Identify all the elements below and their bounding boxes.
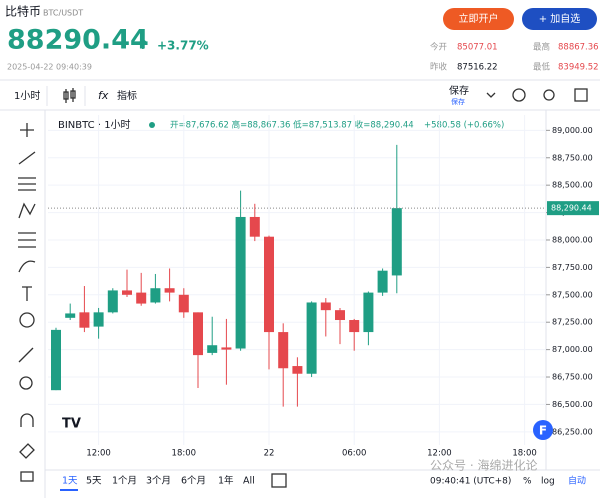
save-status: 保存 (451, 97, 465, 106)
range-button[interactable]: 5天 (86, 476, 102, 487)
symbol: BINBTC · 1小时 (58, 119, 131, 131)
status-dot (149, 122, 155, 128)
x-tick-label: 06:00 (342, 449, 367, 459)
candle-body (136, 292, 147, 304)
candle-body (107, 290, 118, 313)
y-tick-label: 87,750.00 (552, 263, 593, 272)
stat-value: 88867.36 (558, 43, 599, 53)
y-tick-label: 86,750.00 (552, 373, 593, 382)
drawing-tools[interactable] (18, 123, 36, 482)
y-tick-label: 87,000.00 (552, 345, 593, 354)
calendar-icon[interactable] (271, 473, 287, 488)
stat-label: 昨收 (430, 62, 448, 73)
save[interactable]: 保存 (449, 84, 469, 97)
candle-body (335, 310, 345, 321)
candle-body (249, 216, 260, 237)
candle-body (164, 288, 175, 293)
candle-body (122, 290, 132, 295)
candle-body (363, 292, 374, 333)
settings-icon[interactable] (543, 89, 555, 101)
clock: 09:40:41 (UTC+8) (430, 477, 511, 487)
y-tick-label: 88,000.00 (552, 235, 593, 244)
dropdown-icon[interactable] (486, 92, 496, 98)
asset-name: 比特币 (5, 4, 41, 19)
candle-body (264, 236, 274, 333)
tv-logo: TV (62, 417, 81, 432)
y-tick-label: 87,500.00 (552, 290, 593, 299)
x-tick-label: 18:00 (512, 449, 537, 459)
candle-body (51, 329, 61, 391)
price: 88290.44 (7, 25, 149, 56)
change: +3.77% (157, 39, 209, 53)
candle-body (306, 302, 317, 374)
ohlc-legend: 开=87,676.62 高=88,867.36 低=87,513.87 收=88… (170, 120, 414, 131)
candle-body (292, 366, 303, 374)
candle-body (193, 312, 203, 356)
snapshot-icon[interactable] (512, 88, 526, 102)
f-logo[interactable] (533, 420, 553, 440)
watermark: 公众号 · 海绵进化论 (430, 458, 537, 473)
candle-body (178, 294, 189, 313)
range-button[interactable]: All (243, 476, 255, 487)
stat-label: 最高 (533, 42, 550, 53)
candle-body (221, 347, 232, 350)
range-button[interactable]: 1年 (218, 475, 234, 487)
interval[interactable]: 1小时 (14, 90, 40, 102)
f-logo-text: F (539, 424, 547, 438)
candle-body (278, 332, 289, 369)
range-button[interactable]: 1天 (62, 476, 78, 487)
stat-label: 今开 (430, 42, 448, 53)
last-price-box (547, 201, 599, 216)
watchlist-button[interactable] (522, 8, 597, 30)
y-tick-label: 86,500.00 (552, 400, 593, 409)
last-price-label: 88,290.44 (551, 204, 592, 213)
open-account-button[interactable] (443, 8, 514, 30)
stat-value: 87516.22 (457, 63, 498, 73)
log-toggle[interactable]: log (541, 477, 555, 487)
range-button[interactable]: 3个月 (146, 476, 171, 487)
candle-body (235, 216, 246, 349)
candle-body (65, 313, 76, 318)
open-account-label[interactable]: 立即开户 (459, 12, 499, 25)
y-tick-label: 88,500.00 (552, 181, 593, 190)
stat-value: 85077.01 (457, 43, 498, 53)
arrow: ↑ (137, 37, 149, 53)
y-tick-label: 87,250.00 (552, 318, 593, 327)
change-legend: +580.58 (+0.66%) (424, 121, 504, 131)
range-button[interactable]: 1个月 (112, 476, 137, 487)
pair: BTC/USDT (43, 9, 83, 18)
candle-body (207, 345, 218, 353)
auto-toggle[interactable]: 自动 (568, 475, 586, 487)
range-button[interactable]: 6个月 (181, 476, 206, 487)
x-tick-label: 22 (264, 449, 275, 459)
y-tick-label: 89,000.00 (552, 126, 593, 135)
stat-value: 83949.52 (558, 63, 599, 73)
candle-body (377, 270, 388, 293)
candle-body (150, 288, 161, 303)
x-tick-label: 12:00 (427, 449, 452, 459)
x-tick-label: 18:00 (172, 449, 197, 459)
percent-toggle[interactable]: % (523, 477, 532, 487)
y-tick-label: 86,250.00 (552, 427, 593, 436)
y-tick-label: 88,750.00 (552, 153, 593, 162)
x-tick-label: 12:00 (86, 449, 111, 459)
candle-body (79, 312, 90, 328)
candle-body (93, 312, 104, 327)
candle-body (391, 208, 402, 276)
watchlist-label[interactable]: + 加自选 (539, 12, 581, 25)
datetime: 2025-04-22 09:40:39 (7, 63, 92, 72)
stat-label: 最低 (533, 62, 551, 73)
candle-body (320, 302, 331, 311)
fullscreen-icon[interactable] (574, 88, 588, 102)
candle-body (349, 320, 360, 333)
fx-icon[interactable]: fx (98, 89, 109, 102)
candle-icon[interactable] (63, 88, 76, 103)
indicators[interactable]: 指标 (117, 89, 137, 102)
